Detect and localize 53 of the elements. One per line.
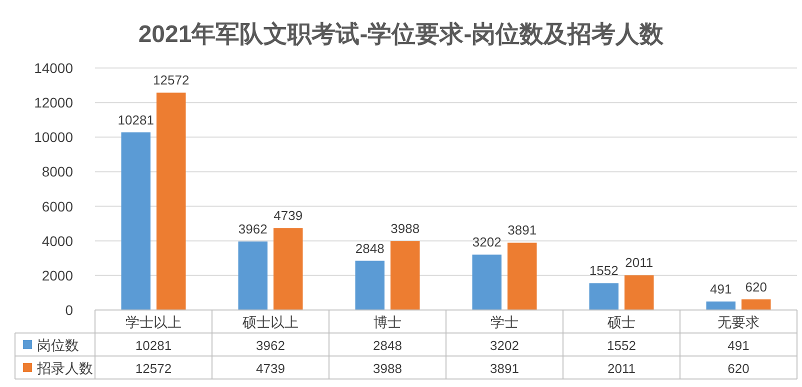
x-tick-label: 无要求 <box>718 314 760 330</box>
legend-label: 招录人数 <box>36 360 93 376</box>
bar <box>121 132 150 310</box>
data-label: 3962 <box>256 338 285 353</box>
bar <box>508 242 537 310</box>
data-label: 12572 <box>135 361 172 376</box>
data-label: 10281 <box>135 338 172 353</box>
data-label: 2848 <box>373 338 402 353</box>
y-tick-label: 0 <box>65 302 74 318</box>
data-label: 2011 <box>608 361 636 376</box>
annotation: 491 <box>710 282 732 297</box>
bar <box>742 299 771 310</box>
y-tick-label: 6000 <box>42 198 74 214</box>
annotation: 3988 <box>390 221 420 236</box>
data-label: 3891 <box>490 361 519 376</box>
annotation: 10281 <box>118 112 154 128</box>
chart-title: 2021年军队文职考试-学位要求-岗位数及招考人数 <box>138 21 665 48</box>
data-label: 3988 <box>373 361 402 376</box>
data-label: 1552 <box>607 338 636 353</box>
annotation: 620 <box>745 279 767 294</box>
x-tick-label: 硕士以上 <box>242 314 298 330</box>
y-tick-label: 12000 <box>34 94 74 111</box>
data-label: 620 <box>728 361 750 376</box>
y-tick-label: 14000 <box>34 60 74 76</box>
bar <box>624 275 654 310</box>
bar <box>238 242 268 310</box>
annotation: 1552 <box>589 263 618 278</box>
y-tick-label: 4000 <box>42 232 74 249</box>
data-label: 3202 <box>490 338 519 353</box>
legend-label: 岗位数 <box>37 337 79 353</box>
annotation: 2011 <box>625 255 654 270</box>
y-tick-label: 2000 <box>42 267 74 284</box>
annotation: 12572 <box>153 72 190 88</box>
x-tick-label: 硕士 <box>606 314 636 330</box>
annotation: 3202 <box>472 234 502 250</box>
x-tick-label: 博士 <box>374 314 402 330</box>
bar <box>589 283 618 310</box>
annotation: 3891 <box>508 222 537 238</box>
y-tick-label: 8000 <box>42 164 74 180</box>
annotation: 2848 <box>355 240 384 256</box>
bar <box>706 302 736 310</box>
bar <box>274 228 303 310</box>
bar <box>390 241 420 310</box>
x-tick-label: 学士 <box>490 314 518 330</box>
bar <box>156 92 186 310</box>
annotation: 3962 <box>238 222 268 237</box>
x-tick-label: 学士以上 <box>126 314 182 330</box>
bar <box>472 254 502 310</box>
bar <box>355 260 384 310</box>
annotation: 4739 <box>274 208 303 224</box>
data-label: 4739 <box>256 361 285 376</box>
y-tick-label: 10000 <box>34 129 74 146</box>
data-label: 491 <box>728 338 750 353</box>
